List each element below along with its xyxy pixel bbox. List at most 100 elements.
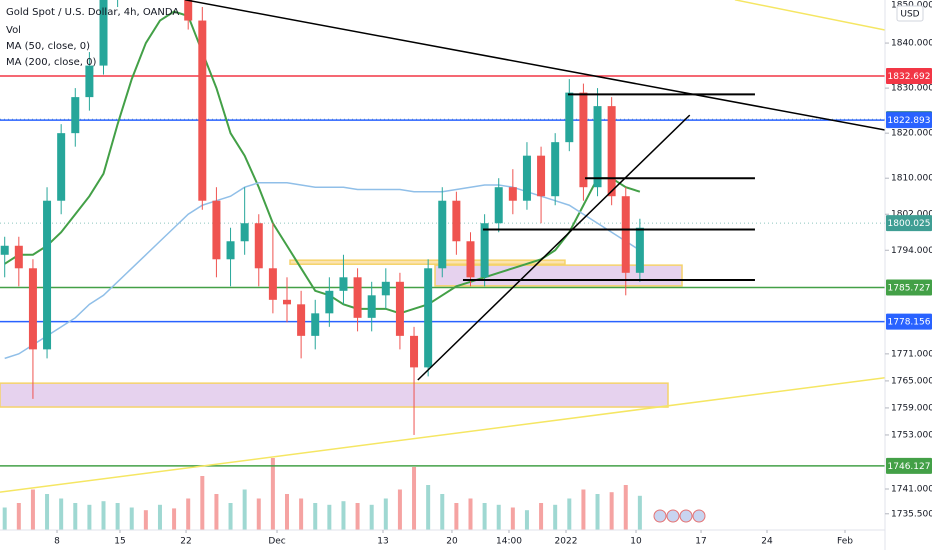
flag[interactable] <box>692 509 706 523</box>
volume-bar <box>482 503 487 530</box>
price-label-box <box>886 67 932 84</box>
x-tick-label: 2022 <box>555 537 578 547</box>
plot-area <box>0 0 885 530</box>
volume-bar <box>200 476 205 530</box>
candle-body <box>71 97 80 134</box>
candle-body <box>424 268 433 368</box>
volume-bar <box>157 504 162 530</box>
volume-bar <box>341 501 346 530</box>
volume-bar <box>214 494 219 530</box>
volume-bar <box>454 503 459 530</box>
x-tick-label: 22 <box>180 537 191 547</box>
candle-body <box>508 187 517 201</box>
volume-bar <box>397 489 402 530</box>
candle-body <box>621 196 630 273</box>
candle-body <box>537 155 546 197</box>
currency-box[interactable] <box>896 5 924 22</box>
volume-bar <box>115 503 120 530</box>
candle-body <box>28 268 37 350</box>
volume-bar <box>299 498 304 530</box>
chart-title: Gold Spot / U.S. Dollar, 4h, OANDA <box>6 7 179 18</box>
price-label-box <box>886 215 932 232</box>
volume-bar <box>228 503 233 530</box>
flag[interactable] <box>679 509 693 523</box>
currency[interactable]: USD <box>900 10 919 20</box>
x-tick-label: 15 <box>114 537 125 547</box>
candle-body <box>565 92 574 143</box>
candle-body <box>254 223 263 269</box>
zone-box <box>0 382 669 408</box>
volume-bar <box>567 498 572 530</box>
price-label: 1832.692 <box>888 72 931 82</box>
volume-bar <box>553 504 558 530</box>
volume-bar <box>524 510 529 530</box>
y-tick-label: 1840.000 <box>891 39 932 49</box>
x-tick-label: 20 <box>446 537 458 547</box>
trend-line <box>734 0 885 31</box>
event-flags[interactable] <box>653 509 706 523</box>
volume-bar <box>539 503 544 530</box>
trend-line <box>417 114 691 381</box>
volume-bar <box>609 492 614 530</box>
x-tick-label: 10 <box>630 537 642 547</box>
axes: 1850.0001840.0001830.0001820.0001810.000… <box>54 1 932 547</box>
candle-body <box>593 106 602 188</box>
volume-bar <box>285 494 290 530</box>
volume-bar <box>468 498 473 530</box>
candle-body <box>43 200 52 350</box>
y-tick-label: 1741.000 <box>891 485 932 495</box>
flag[interactable] <box>653 509 667 523</box>
x-tick-label: 8 <box>54 537 60 547</box>
candle-body <box>551 142 560 197</box>
candle-body <box>85 65 94 98</box>
candle-body <box>240 223 249 242</box>
x-tick-label: 24 <box>761 537 773 547</box>
x-tick-label: 17 <box>695 537 706 547</box>
y-tick-label: 1820.000 <box>891 129 932 139</box>
candle-body <box>297 304 306 336</box>
legend-entry: MA (200, close, 0) <box>6 57 96 68</box>
volume-bar <box>87 504 92 530</box>
candle-body <box>283 299 292 305</box>
volume-bar <box>186 498 191 530</box>
x-tick-label: Dec <box>268 537 285 547</box>
candle-body <box>410 335 419 368</box>
candle-body <box>325 290 334 314</box>
price-label-box <box>886 279 932 296</box>
price-label-box <box>886 112 932 129</box>
candle-body <box>184 0 193 21</box>
candle-body <box>395 281 404 336</box>
candle-body <box>438 200 447 269</box>
flag[interactable] <box>666 509 680 523</box>
candle-body <box>268 268 277 300</box>
volume-bar <box>172 508 177 530</box>
candle-body <box>466 241 475 278</box>
price-label: 1785.727 <box>888 284 931 294</box>
y-tick-label: 1830.000 <box>891 84 932 94</box>
volume-bar <box>595 494 600 530</box>
volume-bar <box>270 458 275 530</box>
candle-body <box>607 106 616 197</box>
candle-body <box>14 245 23 269</box>
volume-bar <box>2 507 7 530</box>
volume-bar <box>623 485 628 530</box>
volume-bar <box>73 503 78 530</box>
legend-entry: MA (50, close, 0) <box>6 41 90 52</box>
x-tick-label: 13 <box>377 537 388 547</box>
volume-bar <box>45 494 50 530</box>
candle-body <box>311 313 320 336</box>
y-tick-label: 1771.000 <box>891 349 932 359</box>
y-tick-label: 1794.000 <box>891 246 932 256</box>
volume-bar <box>143 510 148 530</box>
candle-body <box>381 281 390 296</box>
price-label: 1746.127 <box>888 462 931 472</box>
candle-body <box>579 92 588 188</box>
volume-bar <box>242 489 247 530</box>
volume-bar <box>313 503 318 530</box>
price-label: 1778.156 <box>888 318 931 328</box>
volume-bar <box>637 495 642 530</box>
trend-line <box>184 0 885 131</box>
volume-bar <box>327 504 332 530</box>
candle-body <box>494 187 503 224</box>
